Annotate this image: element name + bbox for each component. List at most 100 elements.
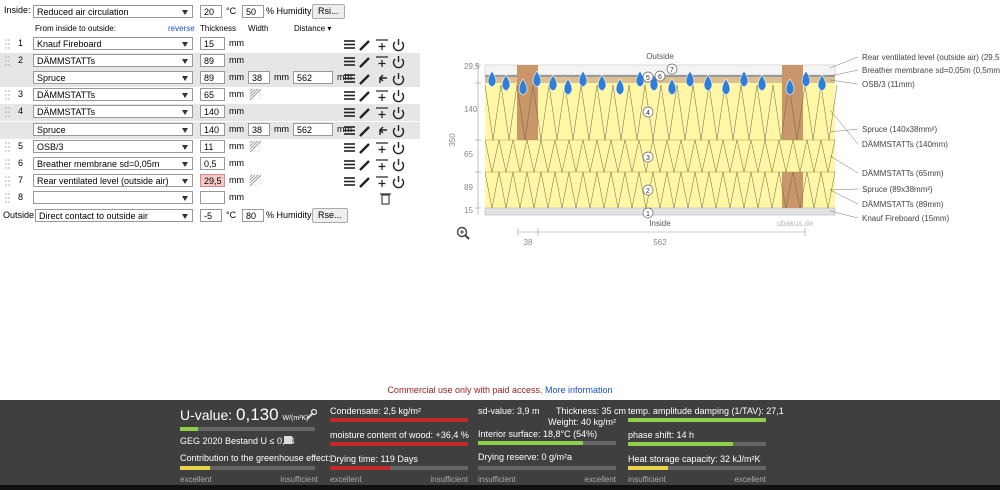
drop	[703, 74, 713, 92]
drag-handle-icon[interactable]	[5, 90, 11, 101]
edit-button[interactable]	[359, 108, 370, 120]
edit-button[interactable]	[359, 74, 370, 86]
menu-button[interactable]	[344, 176, 355, 186]
thickness-input[interactable]: 11	[200, 139, 225, 153]
outside-climate-select[interactable]: Direct contact to outside air	[35, 209, 193, 222]
edit-button[interactable]	[359, 159, 370, 171]
dot	[8, 166, 10, 169]
thickness-input[interactable]: 0,5	[200, 156, 225, 170]
width-input[interactable]: 38	[248, 122, 270, 136]
drag-handle-icon[interactable]	[5, 175, 11, 186]
more-info-link[interactable]: More information	[545, 385, 613, 395]
toggle-button[interactable]	[392, 158, 405, 171]
rse-button[interactable]: Rse...	[312, 208, 348, 223]
menu-button[interactable]	[344, 125, 355, 135]
add-sublayer-button[interactable]	[376, 56, 388, 68]
edit-button[interactable]	[359, 142, 370, 154]
add-sublayer-button[interactable]	[376, 107, 388, 119]
drag-handle[interactable]	[5, 107, 10, 118]
material-select[interactable]: OSB/3	[33, 139, 193, 153]
menu-button[interactable]	[344, 91, 355, 101]
drag-handle[interactable]	[5, 39, 10, 49]
thickness-input[interactable]: 15	[200, 37, 225, 50]
distance-input[interactable]: 562	[293, 71, 333, 85]
edit-button[interactable]	[359, 125, 370, 137]
inside-humidity[interactable]: 50	[242, 5, 264, 18]
add-sublayer-button[interactable]	[376, 141, 388, 153]
outside-temp[interactable]: -5	[200, 209, 222, 222]
menu-button[interactable]	[344, 142, 355, 152]
menu-button[interactable]	[344, 74, 355, 83]
drag-handle-icon[interactable]	[5, 141, 11, 152]
toggle-button[interactable]	[392, 107, 405, 120]
weight: Weight: 40 kg/m²	[548, 417, 616, 427]
zoom-button[interactable]	[456, 226, 470, 240]
drag-handle-icon[interactable]	[5, 193, 11, 203]
texture-icon[interactable]	[249, 140, 261, 152]
toggle-button[interactable]	[392, 90, 405, 103]
material-select[interactable]: DÄMMSTATTs	[33, 54, 193, 68]
geg-dropdown[interactable]	[284, 436, 292, 444]
drag-handle-icon[interactable]	[5, 39, 11, 49]
thickness-input[interactable]	[200, 190, 225, 204]
material-select[interactable]: Spruce	[33, 122, 193, 136]
drag-handle[interactable]	[5, 90, 10, 101]
drag-handle[interactable]	[5, 193, 10, 203]
thickness-input[interactable]: 140	[200, 105, 225, 119]
thickness-input[interactable]: 29,5	[200, 173, 225, 187]
toggle-button[interactable]	[392, 73, 405, 86]
material-select[interactable]: DÄMMSTATTs	[33, 88, 193, 102]
toggle-button[interactable]	[392, 56, 405, 69]
back-button[interactable]	[379, 126, 387, 135]
settings-icon[interactable]	[305, 409, 317, 421]
inside-temp[interactable]: 20	[200, 5, 222, 18]
add-sublayer-button[interactable]	[376, 159, 388, 170]
material-select[interactable]: Breather membrane sd=0,05m	[33, 156, 193, 170]
delete-button[interactable]	[380, 193, 391, 205]
dot	[8, 56, 10, 58]
thickness-input[interactable]: 65	[200, 88, 225, 102]
material-select[interactable]: Rear ventilated level (outside air)	[33, 173, 193, 187]
edit-button[interactable]	[359, 40, 370, 51]
texture-icon[interactable]	[249, 88, 261, 101]
edit-button[interactable]	[359, 91, 370, 103]
drag-handle-icon[interactable]	[5, 107, 11, 118]
leader-line	[829, 128, 859, 133]
drag-handle[interactable]	[5, 158, 10, 169]
drag-handle-icon[interactable]	[5, 56, 11, 66]
edit-button[interactable]	[359, 57, 370, 68]
material-select[interactable]: Knauf Fireboard	[33, 37, 193, 50]
toggle-button[interactable]	[392, 175, 405, 188]
menu-button[interactable]	[344, 40, 355, 49]
add-sublayer-button[interactable]	[376, 39, 388, 50]
material-select[interactable]: Spruce	[33, 71, 193, 85]
edit-button[interactable]	[359, 176, 370, 188]
menu-button[interactable]	[344, 108, 355, 118]
drag-handle[interactable]	[5, 175, 10, 186]
width-input[interactable]: 38	[248, 71, 270, 85]
toggle-button[interactable]	[392, 124, 405, 137]
inside-climate-select[interactable]: Reduced air circulation	[33, 5, 193, 18]
layer-label: DÄMMSTATTs (65mm)	[862, 169, 944, 178]
texture-icon[interactable]	[249, 174, 261, 186]
back-button[interactable]	[379, 74, 387, 84]
add-sublayer-button[interactable]	[376, 90, 388, 102]
outside-humidity[interactable]: 80	[242, 209, 264, 222]
toggle-button[interactable]	[392, 39, 405, 52]
thickness-input[interactable]: 89	[200, 71, 225, 85]
drag-handle-icon[interactable]	[5, 158, 11, 169]
menu-button[interactable]	[344, 57, 355, 66]
rsi-button[interactable]: Rsi...	[312, 4, 345, 19]
material-select[interactable]: DÄMMSTATTs	[33, 105, 193, 119]
toggle-button[interactable]	[392, 141, 405, 154]
menu-button[interactable]	[344, 159, 355, 169]
reverse-link[interactable]: reverse	[168, 24, 195, 33]
add-sublayer-button[interactable]	[376, 176, 388, 187]
material-select[interactable]	[33, 190, 193, 204]
thickness-input[interactable]: 89	[200, 54, 225, 68]
col-distance[interactable]: Distance ▾	[294, 24, 332, 33]
drag-handle[interactable]	[5, 56, 10, 66]
distance-input[interactable]: 562	[293, 122, 333, 136]
thickness-input[interactable]: 140	[200, 122, 225, 136]
drag-handle[interactable]	[5, 141, 10, 152]
